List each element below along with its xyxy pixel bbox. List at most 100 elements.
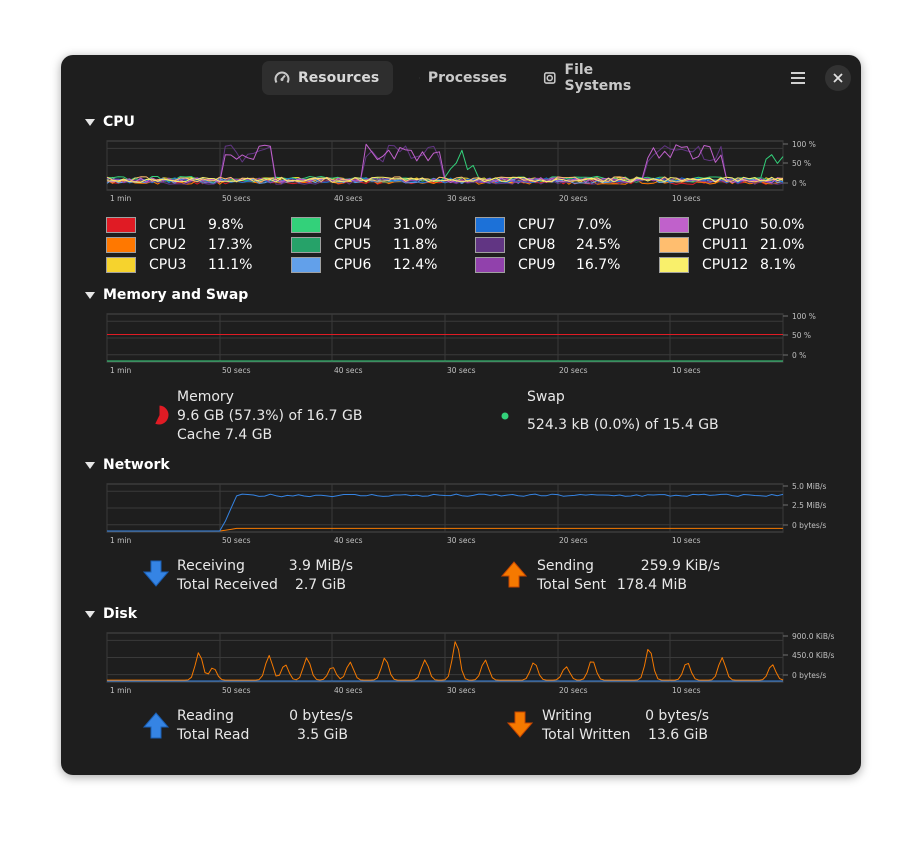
writing-value: 0 bytes/s xyxy=(645,708,709,724)
network-section-title: Network xyxy=(103,457,170,473)
expander-arrow-icon xyxy=(85,461,95,469)
time-tick-label: 50 secs xyxy=(222,686,251,695)
expander-arrow-icon xyxy=(85,118,95,126)
total-written-value: 13.6 GiB xyxy=(648,727,708,743)
tab-label: File Systems xyxy=(564,62,632,94)
cpu-legend-label: CPU3 xyxy=(149,257,187,273)
tab-file-systems[interactable]: File Systems xyxy=(531,61,661,95)
cpu-legend-label: CPU11 xyxy=(702,237,749,253)
cpu-legend-label: CPU6 xyxy=(334,257,372,273)
cpu-axis-label: 50 % xyxy=(792,159,811,168)
cpu-color-swatch[interactable] xyxy=(659,257,689,273)
cpu-legend-label: CPU12 xyxy=(702,257,749,273)
receiving-value: 3.9 MiB/s xyxy=(288,558,353,574)
cpu-series-line xyxy=(106,176,784,183)
disk-axis-label: 450.0 KiB/s xyxy=(792,651,835,660)
cpu-legend-item: CPU5 11.8% xyxy=(291,236,453,254)
memory-cache: Cache 7.4 GB xyxy=(177,427,273,443)
time-tick-label: 30 secs xyxy=(447,194,476,203)
swap-pie-icon xyxy=(501,412,509,420)
disk-section-title: Disk xyxy=(103,606,138,622)
total-read-value: 3.5 GiB xyxy=(296,727,348,743)
cpu-series-line xyxy=(107,176,784,183)
time-tick-label: 40 secs xyxy=(334,536,363,545)
total-received-value: 2.7 GiB xyxy=(294,577,346,593)
cpu-section-header[interactable]: CPU xyxy=(85,114,135,130)
cpu-legend-label: CPU1 xyxy=(149,217,187,233)
cpu-color-swatch[interactable] xyxy=(291,217,321,233)
expander-arrow-icon xyxy=(85,610,95,618)
cpu-legend-value: 7.0% xyxy=(576,217,612,233)
network-section-header[interactable]: Network xyxy=(85,457,170,473)
cpu-legend-value: 21.0% xyxy=(760,237,805,253)
cpu-legend-item: CPU8 24.5% xyxy=(475,236,636,254)
reading-arrow-icon xyxy=(143,712,169,739)
time-tick-label: 40 secs xyxy=(334,366,363,375)
swap-usage: 524.3 kB (0.0%) of 15.4 GB xyxy=(527,417,719,433)
cpu-color-swatch[interactable] xyxy=(106,217,136,233)
writing-arrow-icon xyxy=(507,711,533,738)
close-icon xyxy=(833,73,843,83)
tab-label: Processes xyxy=(427,70,507,86)
tab-processes[interactable]: Processes xyxy=(407,61,519,95)
time-tick-label: 40 secs xyxy=(334,194,363,203)
cpu-color-swatch[interactable] xyxy=(106,237,136,253)
time-tick-label: 10 secs xyxy=(672,536,701,545)
total-sent-value: 178.4 MiB xyxy=(616,577,687,593)
cpu-color-swatch[interactable] xyxy=(291,237,321,253)
receiving-arrow-icon xyxy=(143,560,169,587)
cpu-legend-item: CPU1 9.8% xyxy=(106,216,268,234)
cpu-legend-value: 9.8% xyxy=(208,217,244,233)
total-received-label: Total Received xyxy=(177,577,278,593)
expander-arrow-icon xyxy=(85,291,95,299)
network-axis-label: 5.0 MiB/s xyxy=(792,482,827,491)
time-tick-label: 10 secs xyxy=(672,194,701,203)
time-tick-label: 30 secs xyxy=(447,536,476,545)
tab-resources[interactable]: Resources xyxy=(262,61,393,95)
cpu-axis-label: 100 % xyxy=(792,140,816,149)
receiving-label: Receiving xyxy=(177,558,245,574)
memory-pie-icon xyxy=(153,404,170,426)
cpu-legend-value: 8.1% xyxy=(760,257,796,273)
sending-label: Sending xyxy=(537,558,594,574)
memory-usage: 9.6 GB (57.3%) of 16.7 GB xyxy=(177,408,363,424)
cpu-legend-value: 12.4% xyxy=(393,257,438,273)
cpu-legend-label: CPU8 xyxy=(518,237,556,253)
cpu-color-swatch[interactable] xyxy=(659,237,689,253)
time-tick-label: 10 secs xyxy=(672,686,701,695)
receiving-series-line xyxy=(107,493,784,532)
cpu-legend-item: CPU10 50.0% xyxy=(659,216,820,234)
writing-label: Writing xyxy=(542,708,592,724)
cpu-color-swatch[interactable] xyxy=(475,257,505,273)
main-menu-button[interactable] xyxy=(785,65,811,91)
time-tick-label: 10 secs xyxy=(672,366,701,375)
cpu-legend-value: 16.7% xyxy=(576,257,621,273)
cpu-legend-value: 50.0% xyxy=(760,217,805,233)
network-axis-label: 2.5 MiB/s xyxy=(792,501,827,510)
cpu-legend-item: CPU9 16.7% xyxy=(475,256,636,274)
cpu-axis-label: 0 % xyxy=(792,179,806,188)
cpu-color-swatch[interactable] xyxy=(291,257,321,273)
memory-section-header[interactable]: Memory and Swap xyxy=(85,287,248,303)
sending-arrow-icon xyxy=(501,561,527,588)
writing-series-line xyxy=(107,641,784,681)
cpu-color-swatch[interactable] xyxy=(475,217,505,233)
time-tick-label: 50 secs xyxy=(222,366,251,375)
cpu-color-swatch[interactable] xyxy=(659,217,689,233)
cpu-color-swatch[interactable] xyxy=(475,237,505,253)
disk-section-header[interactable]: Disk xyxy=(85,606,137,622)
history-graphs: 100 % 50 % 0 % 1 min 50 secs 40 secs 30 secs 20… xyxy=(106,140,835,695)
cpu-legend-value: 17.3% xyxy=(208,237,253,253)
cpu-legend-item: CPU11 21.0% xyxy=(659,236,820,254)
disk-icon xyxy=(543,72,556,84)
cpu-color-swatch[interactable] xyxy=(106,257,136,273)
cpu-legend-label: CPU10 xyxy=(702,217,749,233)
cpu-legend-label: CPU2 xyxy=(149,237,187,253)
close-button[interactable] xyxy=(825,65,851,91)
time-tick-label: 1 min xyxy=(110,686,132,695)
time-tick-label: 20 secs xyxy=(559,366,588,375)
cpu-legend-label: CPU7 xyxy=(518,217,556,233)
cpu-legend-item: CPU12 8.1% xyxy=(659,256,820,274)
cpu-legend-label: CPU4 xyxy=(334,217,372,233)
cpu-legend-label: CPU9 xyxy=(518,257,556,273)
